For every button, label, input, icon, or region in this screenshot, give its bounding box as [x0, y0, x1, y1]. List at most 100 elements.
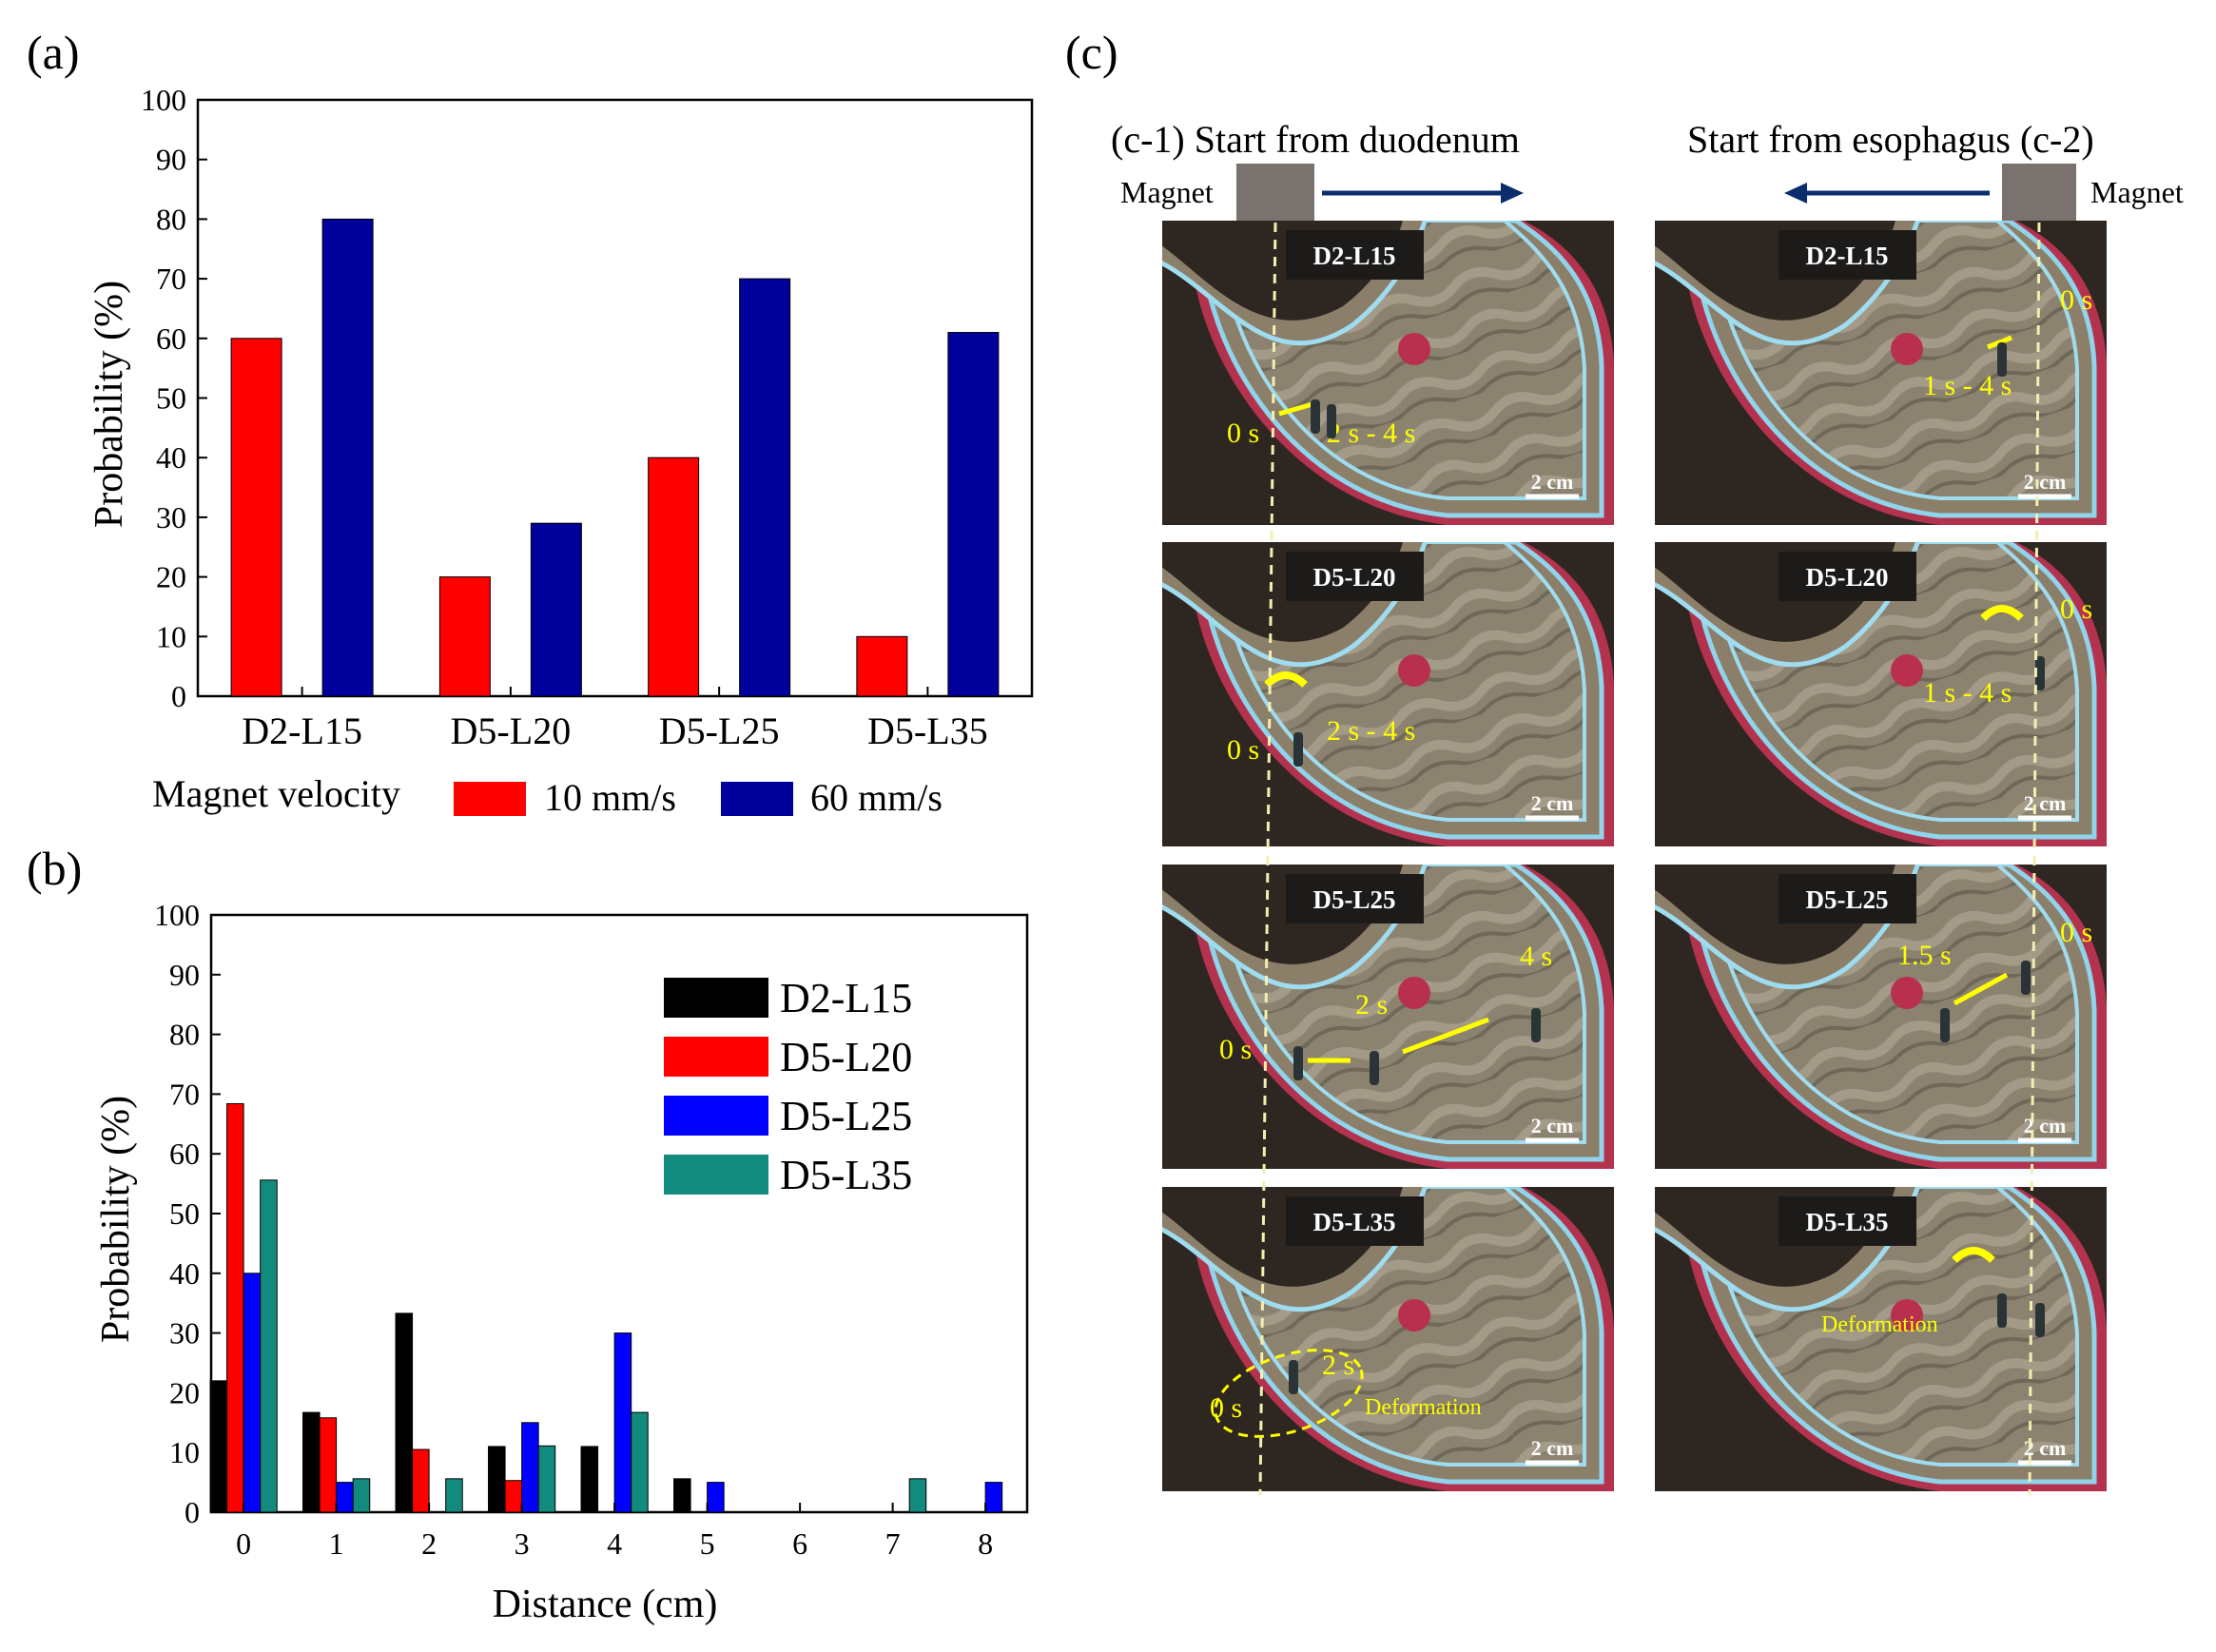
- motion-arrow: [1278, 401, 1313, 417]
- photo-tile: D5-L20 2 cm: [1655, 542, 2107, 846]
- chart-b-bar: [226, 1102, 244, 1513]
- chart-b-bar: [336, 1482, 354, 1513]
- chart-a-bar: [230, 338, 282, 697]
- robot-sample: [1327, 404, 1336, 438]
- scale-bar-label: 2 cm: [1531, 1436, 1574, 1460]
- chart-a-ytick-label: 10: [156, 619, 186, 653]
- scale-bar-label: 2 cm: [2024, 791, 2067, 815]
- chart-a-bars: [230, 218, 1000, 697]
- scale-bar-label: 2 cm: [1531, 1114, 1574, 1137]
- photo-tile: D5-L25 2 cm: [1655, 865, 2107, 1169]
- tile-label: D5-L25: [1313, 885, 1396, 914]
- chart-b-bar: [260, 1179, 278, 1513]
- chart-b-legend-swatch: [664, 1155, 768, 1195]
- panel-label-b: (b): [27, 842, 82, 895]
- chart-b-ytick-label: 90: [169, 958, 200, 992]
- chart-b-legend-label: D2-L15: [780, 975, 912, 1021]
- time-annotation: 2 s - 4 s: [1327, 715, 1415, 747]
- chart-a-ytick-label: 50: [156, 381, 186, 416]
- robot-sample: [1293, 1046, 1303, 1080]
- motion-arrow: [1953, 972, 2009, 1006]
- chart-b-bar: [908, 1478, 927, 1513]
- chart-a-bar: [321, 218, 374, 697]
- robot-sample: [2035, 656, 2045, 690]
- panel-c-right-title: Start from esophagus (c-2): [1687, 118, 2094, 161]
- photo-tile: D5-L25 2 cm: [1162, 865, 1614, 1169]
- time-annotation: 2 s: [1322, 1350, 1354, 1381]
- chart-a-bar: [648, 457, 700, 697]
- chart-b-xtick-label: 3: [515, 1526, 530, 1561]
- chart-b-bar: [707, 1482, 725, 1513]
- chart-a-legend-swatch-10: [454, 782, 526, 816]
- time-annotation: Deformation: [1365, 1395, 1482, 1420]
- robot-sample: [1997, 1293, 2007, 1328]
- chart-b-ytick-label: 80: [169, 1018, 200, 1052]
- photo-tile: D2-L15 2 cm: [1655, 221, 2107, 525]
- chart-b-bar: [631, 1411, 649, 1513]
- chart-b-ytick-label: 40: [169, 1256, 200, 1291]
- chart-a-bar: [530, 522, 582, 697]
- chart-b-xtick-label: 4: [607, 1526, 622, 1561]
- chart-a-bar: [947, 332, 1000, 697]
- arrow-left-head: [1784, 183, 1807, 204]
- chart-a-ytick-label: 100: [141, 83, 186, 117]
- time-annotation: 0 s: [2060, 593, 2092, 625]
- chart-a-ytick-label: 0: [171, 679, 186, 713]
- chart-a-ylabel: Probability (%): [87, 281, 131, 528]
- tile-label: D5-L35: [1313, 1208, 1396, 1236]
- magnet-label-left: Magnet: [1120, 175, 1214, 209]
- chart-b-xtick-label: 5: [700, 1526, 715, 1561]
- scale-bar-label: 2 cm: [2024, 470, 2067, 494]
- tile-label-box: [1779, 874, 1916, 923]
- robot-sample: [2021, 961, 2031, 995]
- chart-b: Probability (%) Distance (cm) 0102030405…: [94, 898, 1029, 1626]
- chart-a-bar: [856, 635, 908, 697]
- chart-b-legend-label: D5-L20: [780, 1034, 912, 1080]
- chart-b-ytick-label: 10: [169, 1435, 200, 1469]
- tile-label-box: [1286, 1196, 1424, 1246]
- chart-b-bar: [488, 1446, 506, 1513]
- chart-a-ytick-label: 20: [156, 560, 186, 594]
- chart-b-ytick-label: 100: [154, 898, 200, 932]
- panel-c-left-title: (c-1) Start from duodenum: [1111, 118, 1520, 161]
- time-annotation: 1 s - 4 s: [1923, 370, 2012, 401]
- magnet-right: [2002, 164, 2076, 223]
- chart-a-ticks: 0 10 20 30 40 50 60 70 80 90 100 D2-L15 D5-L20 D5-L25…: [141, 83, 988, 752]
- time-annotation: 0 s: [1219, 1034, 1252, 1065]
- chart-b-ytick-label: 30: [169, 1316, 200, 1351]
- chart-a-ytick-label: 30: [156, 500, 186, 534]
- tile-label-box: [1286, 874, 1424, 923]
- chart-b-bar: [521, 1422, 539, 1513]
- photo-tile: D2-L15 2 cm: [1162, 221, 1614, 525]
- time-annotation: 1.5 s: [1897, 940, 1952, 971]
- chart-b-legend-swatch: [664, 1096, 768, 1136]
- rotation-arrow: [1980, 605, 2024, 621]
- tile-label: D5-L35: [1806, 1208, 1889, 1236]
- panel-label-c: (c): [1065, 26, 1118, 79]
- robot-sample: [1293, 732, 1303, 767]
- tile-label: D2-L15: [1313, 242, 1396, 270]
- chart-b-xtick-label: 7: [885, 1526, 901, 1561]
- rotation-arrow: [1264, 671, 1308, 688]
- chart-b-ytick-label: 60: [169, 1137, 200, 1171]
- chart-a-legend-swatch-60: [721, 782, 793, 816]
- magnet-left: [1236, 164, 1314, 223]
- chart-b-bar: [395, 1312, 414, 1513]
- chart-a-ytick-label: 60: [156, 321, 186, 356]
- chart-b-ytick-label: 0: [185, 1495, 200, 1529]
- tile-label-box: [1286, 230, 1424, 280]
- chart-b-bar: [209, 1380, 228, 1513]
- chart-b-xtick-label: 0: [236, 1526, 251, 1561]
- scale-bar-label: 2 cm: [1531, 791, 1574, 815]
- scale-bar-label: 2 cm: [2024, 1114, 2067, 1137]
- chart-a-ytick-label: 90: [156, 143, 186, 177]
- chart-a-xtick-label: D5-L20: [451, 709, 572, 752]
- tile-label-box: [1779, 230, 1916, 280]
- chart-b-legend-label: D5-L35: [780, 1152, 912, 1198]
- chart-a-legend-label-10: 10 mm/s: [544, 776, 676, 819]
- chart-a-ytick-label: 40: [156, 440, 186, 475]
- magnet-guide-right: [2028, 222, 2041, 1496]
- robot-sample: [1940, 1008, 1950, 1042]
- time-annotation: 4 s: [1520, 941, 1552, 972]
